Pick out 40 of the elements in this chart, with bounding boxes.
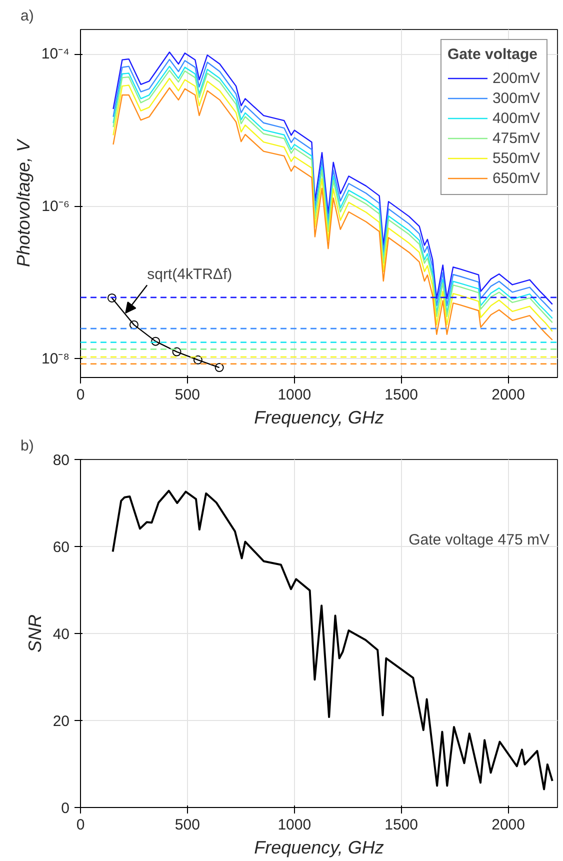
- legend-label: 650mV: [492, 170, 540, 186]
- x-tick-label: 0: [76, 386, 85, 404]
- x-tick-label: 1500: [384, 386, 418, 404]
- x-axis-title: Frequency, GHz: [254, 408, 384, 428]
- y-axis-title: Photovoltage, V: [13, 138, 34, 268]
- point: [193, 355, 202, 364]
- x-tick-label: 500: [174, 386, 200, 404]
- x-tick-label: 1000: [278, 386, 312, 404]
- y-axis-title: SNR: [24, 614, 45, 652]
- y-tick-label: 20: [52, 713, 70, 730]
- y-tick-label: 10⁻⁴: [41, 46, 70, 63]
- legend-label: 550mV: [492, 150, 540, 166]
- x-tick-label: 500: [174, 816, 200, 834]
- line-series: [112, 490, 554, 790]
- point: [107, 293, 116, 302]
- y-tick-label: 0: [61, 800, 70, 817]
- y-tick-label: 40: [52, 626, 70, 643]
- legend-title: Gate voltage: [447, 46, 538, 63]
- annotation: Gate voltage 475 mV: [408, 532, 550, 548]
- x-tick-label: 1500: [384, 816, 418, 834]
- point: [214, 363, 224, 372]
- x-tick-label: 1000: [278, 816, 312, 834]
- legend-label: 475mV: [492, 130, 540, 146]
- point: [151, 336, 160, 346]
- point: [129, 320, 138, 330]
- chart-title: a): [20, 8, 34, 24]
- y-tick-label: 10⁻⁸: [41, 350, 70, 368]
- legend-label: 300mV: [492, 90, 540, 106]
- x-tick-label: 2000: [492, 386, 525, 404]
- x-axis-title: Frequency, GHz: [254, 838, 384, 858]
- legend-label: 400mV: [492, 110, 540, 126]
- y-tick-label: 60: [52, 539, 70, 556]
- x-tick-label: 2000: [492, 816, 525, 834]
- point: [172, 347, 182, 356]
- y-tick-label: 10⁻⁶: [42, 198, 70, 215]
- x-tick-label: 0: [76, 816, 85, 834]
- y-tick-label: 80: [52, 452, 70, 469]
- legend-label: 200mV: [492, 70, 540, 86]
- annotation: sqrt(4kTRΔf): [147, 266, 232, 284]
- chart-title: b): [20, 438, 34, 454]
